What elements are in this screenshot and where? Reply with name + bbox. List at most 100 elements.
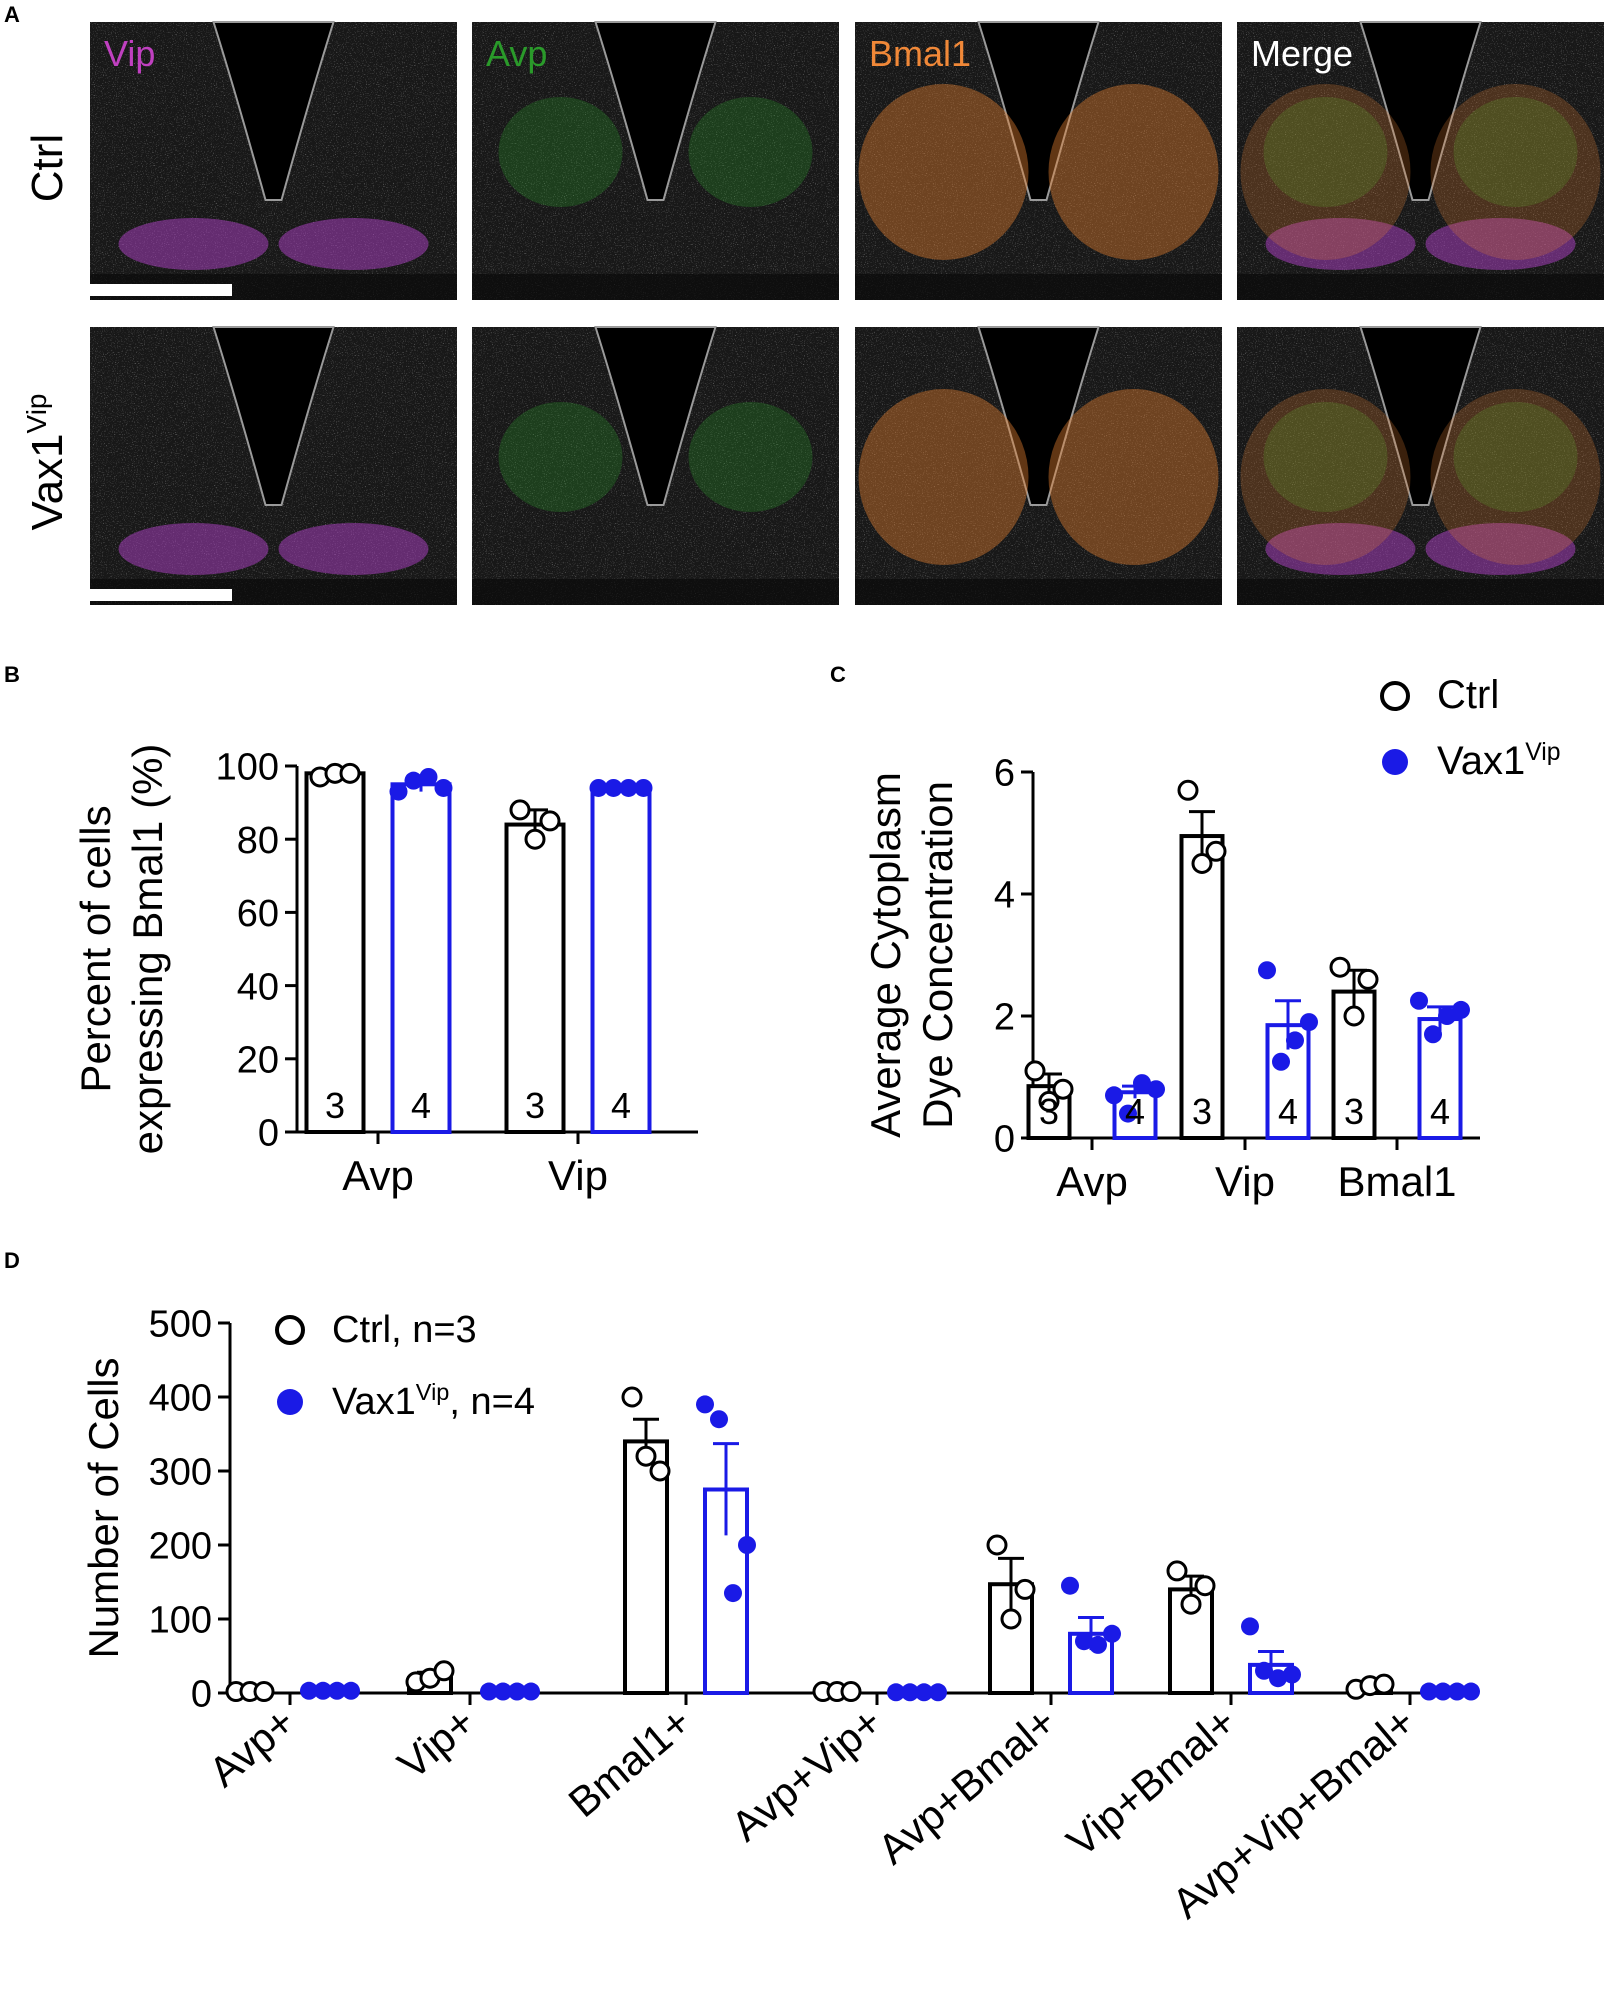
data-point-ctrl (1357, 968, 1379, 990)
bmal1-signal (858, 389, 1029, 565)
tissue-edge (1237, 579, 1604, 605)
data-point-vax1vip (929, 1683, 947, 1702)
bar-ctrl-avp (304, 771, 366, 1134)
y-axis-label: Percent of cells (72, 805, 119, 1092)
x-tick-label-bmal1: Bmal1 (1337, 1158, 1456, 1205)
data-point-ctrl (1177, 779, 1199, 801)
y-tick-label: 200 (149, 1526, 212, 1568)
n-label: 3 (1344, 1091, 1364, 1132)
bmal1-signal (858, 84, 1029, 260)
row-label-vax1-vip: Vax1Vip (21, 394, 72, 531)
data-point-vax1vip (1103, 1624, 1121, 1643)
tissue-edge (855, 274, 1222, 300)
data-point-vax1vip (342, 1681, 360, 1700)
data-point-vax1vip (389, 782, 408, 801)
y-tick-label: 2 (994, 997, 1015, 1039)
data-point-vax1vip (1283, 1665, 1301, 1684)
channel-label: Avp (486, 33, 547, 74)
data-point-vax1vip (887, 1683, 905, 1702)
avp-signal (1453, 97, 1578, 207)
y-tick-label: 300 (149, 1452, 212, 1494)
tissue-edge (472, 579, 839, 605)
data-point-vax1vip (1105, 1086, 1123, 1105)
avp-signal (688, 97, 813, 207)
x-tick-label-avp: Avp (1056, 1158, 1128, 1205)
y-tick-label: 20 (237, 1039, 279, 1081)
micrograph-tile: Vip (90, 21, 457, 300)
vip-signal (1265, 523, 1416, 575)
tissue-edge (1237, 274, 1604, 300)
row-label-ctrl: Ctrl (23, 134, 72, 202)
x-tick-label-avp: Avp+ (200, 1698, 304, 1796)
panel-letter-c: C (830, 662, 846, 687)
legend-label-ctrl: Ctrl (1437, 673, 1499, 717)
micrograph-tile: Merge (1237, 21, 1604, 300)
data-point-ctrl (253, 1681, 275, 1703)
scale-bar (90, 284, 232, 296)
y-tick-label: 0 (191, 1674, 212, 1716)
x-tick-label-vip-bmal: Vip+Bmal+ (1058, 1698, 1245, 1866)
x-tick-label-avp-bmal: Avp+Bmal+ (869, 1698, 1065, 1873)
data-point-vax1vip (901, 1683, 919, 1702)
data-point-ctrl (1180, 1593, 1202, 1615)
micrograph-tile: Avp (472, 21, 839, 300)
data-point-ctrl (1052, 1078, 1074, 1100)
ventricle (212, 21, 335, 201)
y-tick-label: 80 (237, 820, 279, 862)
data-point-ctrl (635, 1445, 657, 1467)
vip-signal (1425, 218, 1576, 270)
vip-signal (1425, 523, 1576, 575)
data-point-vax1vip (1241, 1617, 1259, 1636)
data-point-vax1vip (1410, 991, 1428, 1010)
legend-label-ctrl: Ctrl, n=3 (332, 1309, 477, 1351)
ventricle (594, 21, 717, 201)
data-point-ctrl (1000, 1608, 1022, 1630)
ventricle (977, 21, 1100, 201)
x-tick-label-avp-vip: Avp+Vip+ (722, 1698, 891, 1850)
ventricle (977, 326, 1100, 506)
data-point-ctrl (1038, 1090, 1060, 1112)
data-point-vax1vip (738, 1536, 756, 1554)
avp-signal (1263, 97, 1388, 207)
y-tick-label: 6 (994, 753, 1015, 795)
data-point-vax1vip (1448, 1682, 1466, 1701)
channel-label: Merge (1251, 33, 1353, 74)
n-label: 3 (525, 1085, 545, 1126)
legend-marker-ctrl (1380, 681, 1410, 711)
ventricle (594, 326, 717, 506)
data-point-ctrl (1191, 853, 1213, 874)
micrograph-panel: Ctrl Vax1Vip Vip Avp Bmal1 Merge (21, 21, 1604, 605)
x-tick-label-vip: Vip (1215, 1158, 1275, 1205)
data-point-vax1vip (915, 1683, 933, 1702)
bar-vax-vip (590, 785, 652, 1135)
micrograph-tile (90, 326, 457, 605)
n-label: 4 (1430, 1091, 1450, 1132)
data-point-vax1vip (1147, 1080, 1165, 1099)
data-point-ctrl (1373, 1673, 1395, 1695)
n-label: 4 (1278, 1091, 1298, 1132)
panel-letter-d: D (4, 1248, 20, 1273)
channel-label: Vip (104, 33, 155, 74)
x-tick-label-vip: Vip+ (389, 1698, 484, 1788)
legend-label-vax: Vax1Vip, n=4 (332, 1379, 535, 1423)
data-point-ctrl (509, 799, 531, 821)
avp-signal (1263, 402, 1388, 512)
data-point-ctrl (840, 1681, 862, 1703)
legend-marker-vax1vip (277, 1389, 303, 1415)
data-point-vax1vip (300, 1681, 318, 1700)
data-point-vax1vip (634, 778, 653, 797)
avp-signal (688, 402, 813, 512)
n-label: 4 (611, 1085, 631, 1126)
y-tick-label: 4 (994, 875, 1015, 917)
data-point-ctrl (1343, 1005, 1365, 1027)
data-point-ctrl (986, 1534, 1008, 1556)
bmal1-signal (1240, 84, 1411, 260)
data-point-ctrl (339, 762, 361, 784)
vip-signal (278, 218, 429, 270)
ventricle (1359, 326, 1482, 506)
n-label: 4 (1125, 1091, 1145, 1132)
x-tick-label-vip: Vip (548, 1152, 608, 1199)
data-point-vax1vip (419, 767, 438, 786)
data-point-ctrl (1166, 1560, 1188, 1582)
